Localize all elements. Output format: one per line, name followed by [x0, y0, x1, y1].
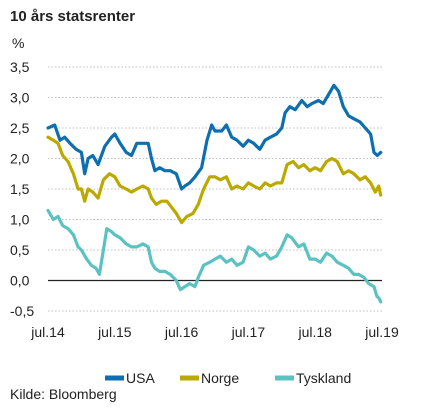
y-tick-label: 0,5	[10, 242, 30, 258]
legend-label-usa: USA	[126, 370, 155, 386]
y-tick-label: 2,0	[10, 151, 30, 167]
legend-label-norge: Norge	[201, 370, 239, 386]
x-tick-label: jul.14	[30, 324, 65, 340]
y-tick-label: 3,5	[10, 59, 30, 75]
y-tick-label: 2,5	[10, 120, 30, 136]
x-tick-label: jul.18	[297, 324, 332, 340]
y-tick-label: 1,5	[10, 181, 30, 197]
x-tick-label: jul.17	[231, 324, 266, 340]
series-line-norge	[46, 135, 383, 225]
chart-title: 10 års statsrenter	[10, 8, 135, 25]
y-tick-label: 1,0	[10, 212, 30, 228]
y-tick-label: 3,0	[10, 90, 30, 106]
legend: USA Norge Tyskland	[105, 370, 351, 386]
x-tick-label: jul.16	[164, 324, 199, 340]
y-tick-label: 0,0	[10, 273, 30, 289]
series-line-tyskland	[46, 208, 383, 304]
y-tick-label: -0,5	[10, 303, 34, 319]
series-lines	[46, 83, 383, 304]
x-tick-label: jul.19	[364, 324, 399, 340]
gridlines	[48, 66, 382, 312]
y-axis-unit: %	[12, 35, 24, 51]
series-line-usa	[46, 83, 383, 191]
x-axis-ticks: jul.14 jul.15 jul.16 jul.17 jul.18 jul.19	[30, 324, 399, 340]
y-axis-ticks: 3,5 3,0 2,5 2,0 1,5 1,0 0,5 0,0 -0,5	[10, 59, 34, 319]
legend-label-tyskland: Tyskland	[296, 370, 351, 386]
x-tick-label: jul.15	[97, 324, 132, 340]
source-note: Kilde: Bloomberg	[10, 386, 117, 402]
